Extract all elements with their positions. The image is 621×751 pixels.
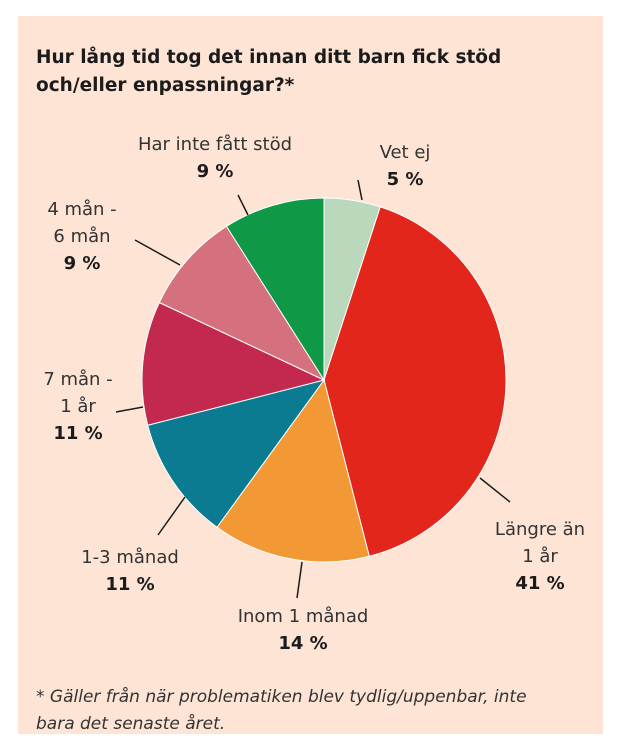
category-label: 4 mån -6 mån bbox=[47, 199, 116, 247]
category-label: 1-3 månad bbox=[81, 547, 179, 568]
value-label: 14 % bbox=[278, 633, 327, 654]
leader-line bbox=[237, 194, 249, 216]
leader-line bbox=[357, 179, 363, 201]
leader-line bbox=[115, 406, 144, 413]
category-label: 7 mån -1 år bbox=[43, 369, 112, 417]
value-label: 11 % bbox=[105, 574, 154, 595]
pie-slice bbox=[225, 197, 325, 382]
category-label: Vet ej bbox=[380, 142, 431, 163]
value-label: 5 % bbox=[387, 169, 424, 190]
category-label: Har inte fått stöd bbox=[138, 134, 292, 155]
leader-line bbox=[134, 239, 181, 266]
value-label: 9 % bbox=[197, 161, 234, 182]
pie-slice bbox=[323, 206, 507, 557]
leader-line bbox=[157, 496, 186, 536]
value-label: 9 % bbox=[64, 253, 101, 274]
pie-slice bbox=[158, 225, 326, 382]
pie-slice bbox=[147, 379, 326, 528]
leader-line bbox=[479, 477, 511, 503]
value-label: 11 % bbox=[53, 423, 102, 444]
chart-title: Hur lång tid tog det innan ditt barn fic… bbox=[36, 47, 502, 96]
value-label: 41 % bbox=[515, 573, 564, 594]
category-label: Längre än 1 år bbox=[495, 519, 585, 567]
pie-slice bbox=[216, 378, 370, 563]
footnote: * Gäller från när problematiken blev tyd… bbox=[36, 687, 527, 734]
category-label: Inom 1 månad bbox=[238, 606, 369, 627]
leader-line bbox=[296, 561, 303, 599]
pie-slice bbox=[141, 301, 326, 426]
